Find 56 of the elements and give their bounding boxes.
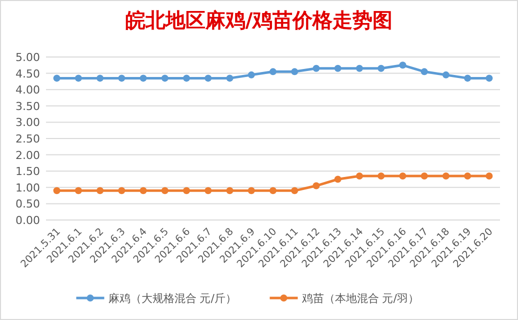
point <box>486 74 493 82</box>
point <box>399 62 406 69</box>
y-tick-label: 4.50 <box>16 67 40 80</box>
point <box>140 187 147 194</box>
y-tick-label: 1.50 <box>16 165 40 178</box>
point <box>378 64 385 72</box>
point <box>183 74 190 82</box>
point <box>226 74 234 82</box>
point <box>486 172 493 180</box>
point <box>356 64 363 72</box>
y-tick-label: 3.50 <box>16 100 40 113</box>
point <box>118 74 126 82</box>
legend-label: 麻鸡（大规格混合 元/斤） <box>108 292 236 305</box>
point <box>378 172 385 180</box>
point <box>312 64 320 72</box>
point <box>140 74 147 82</box>
y-tick-label: 1.00 <box>16 181 40 194</box>
point <box>420 172 428 180</box>
point <box>334 176 342 183</box>
point <box>53 187 60 194</box>
point <box>96 74 104 82</box>
point <box>161 187 168 194</box>
y-tick-label: 0.50 <box>16 198 40 211</box>
point <box>226 187 234 194</box>
y-tick-label: 2.50 <box>16 132 40 146</box>
y-tick-label: 5.00 <box>16 51 40 64</box>
point <box>248 71 255 78</box>
y-tick-label: 2.00 <box>16 148 40 162</box>
y-tick-label: 4.00 <box>16 84 40 97</box>
point <box>442 71 450 78</box>
point <box>204 187 212 194</box>
y-tick-label: 3.00 <box>16 116 40 130</box>
y-tick-label: 0.00 <box>16 214 40 227</box>
point <box>248 187 255 194</box>
point <box>74 74 82 82</box>
point <box>399 172 406 180</box>
point <box>161 74 168 82</box>
point <box>74 187 82 194</box>
point <box>464 172 472 180</box>
point <box>356 172 363 180</box>
point <box>291 187 298 194</box>
point <box>442 172 450 180</box>
point <box>420 68 428 76</box>
point <box>270 187 276 194</box>
point <box>53 74 60 82</box>
point <box>96 187 104 194</box>
legend-label: 鸡苗（本地混合 元/羽） <box>300 292 419 305</box>
point <box>312 182 320 190</box>
point <box>183 187 190 194</box>
point <box>464 74 472 82</box>
point <box>270 68 276 76</box>
point <box>334 64 342 72</box>
chart-title: 皖北地区麻鸡/鸡苗价格走势图 <box>125 8 393 32</box>
point <box>204 74 212 82</box>
point <box>291 68 298 76</box>
point <box>118 187 126 194</box>
